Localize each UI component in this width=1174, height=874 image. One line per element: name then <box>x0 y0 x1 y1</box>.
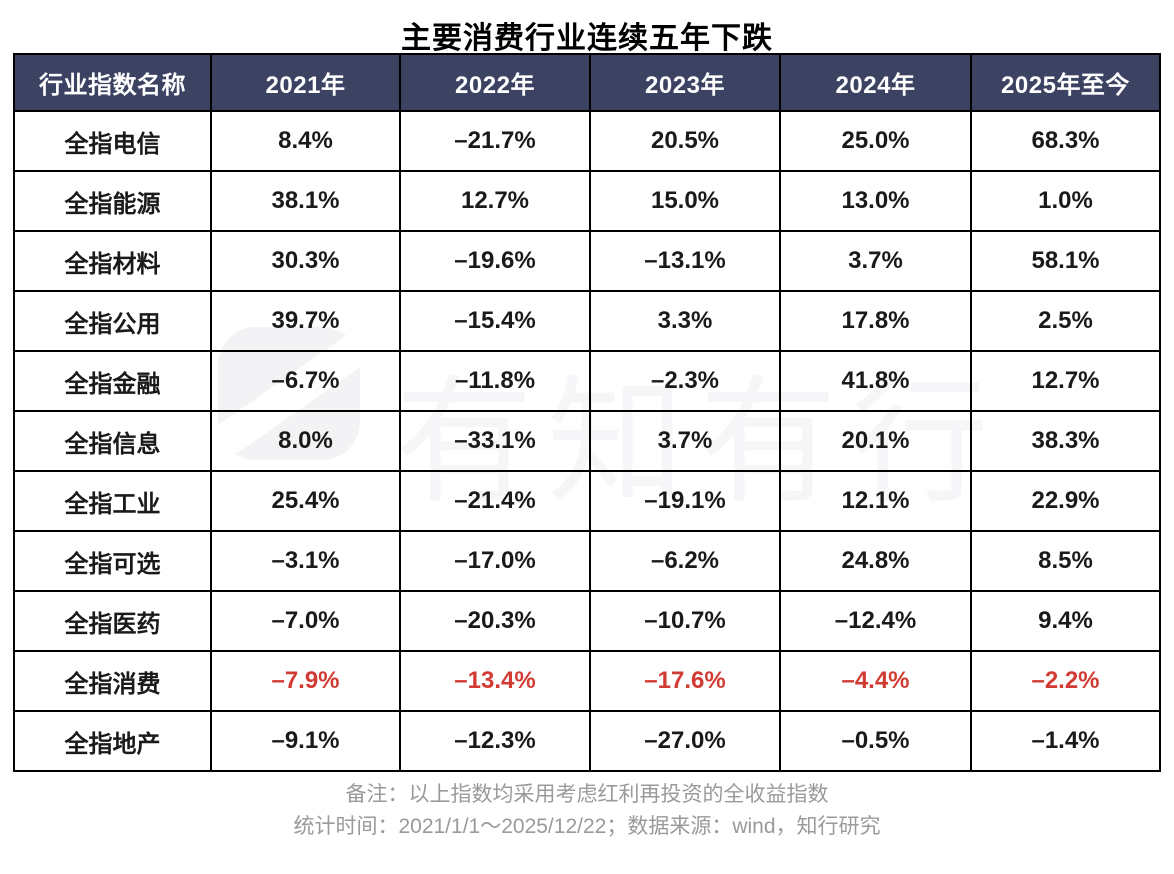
industry-name-cell: 全指信息 <box>13 410 212 472</box>
table-row: 全指可选 –3.1% –17.0% –6.2% 24.8% 8.5% <box>13 530 1161 592</box>
return-value-cell: –7.0% <box>210 590 401 652</box>
table-row: 全指电信 8.4% –21.7% 20.5% 25.0% 68.3% <box>13 110 1161 172</box>
footnotes: 备注：以上指数均采用考虑红利再投资的全收益指数 统计时间：2021/1/1～20… <box>0 779 1174 843</box>
return-value-cell: –33.1% <box>399 410 591 472</box>
table-row: 全指地产 –9.1% –12.3% –27.0% –0.5% –1.4% <box>13 710 1161 772</box>
return-value-cell: 8.4% <box>210 110 401 172</box>
col-header-2025ytd: 2025年至今 <box>970 53 1161 112</box>
return-value-cell: 3.7% <box>779 230 972 292</box>
table-row: 全指材料 30.3% –19.6% –13.1% 3.7% 58.1% <box>13 230 1161 292</box>
return-value-cell: –13.4% <box>399 650 591 712</box>
return-value-cell: –11.8% <box>399 350 591 412</box>
industry-name-cell: 全指电信 <box>13 110 212 172</box>
return-value-cell: –27.0% <box>589 710 781 772</box>
return-value-cell: 3.7% <box>589 410 781 472</box>
table-header: 行业指数名称 2021年 2022年 2023年 2024年 2025年至今 <box>13 53 1161 112</box>
return-value-cell: –17.6% <box>589 650 781 712</box>
col-header-2021: 2021年 <box>210 53 401 112</box>
page-title: 主要消费行业连续五年下跌 <box>401 22 773 55</box>
return-value-cell: 24.8% <box>779 530 972 592</box>
return-value-cell: –19.1% <box>589 470 781 532</box>
return-value-cell: 58.1% <box>970 230 1161 292</box>
return-value-cell: 2.5% <box>970 290 1161 352</box>
return-value-cell: –6.2% <box>589 530 781 592</box>
table-row: 全指医药 –7.0% –20.3% –10.7% –12.4% 9.4% <box>13 590 1161 652</box>
table-row: 全指能源 38.1% 12.7% 15.0% 13.0% 1.0% <box>13 170 1161 232</box>
return-value-cell: 20.1% <box>779 410 972 472</box>
return-value-cell: 17.8% <box>779 290 972 352</box>
footnote-period-source: 统计时间：2021/1/1～2025/12/22；数据来源：wind，知行研究 <box>293 815 881 838</box>
return-value-cell: –7.9% <box>210 650 401 712</box>
return-value-cell: 12.7% <box>399 170 591 232</box>
table-body: 全指电信 8.4% –21.7% 20.5% 25.0% 68.3% 全指能源 38.1% 12… <box>13 110 1161 772</box>
return-value-cell: –2.2% <box>970 650 1161 712</box>
footnote-methodology: 备注：以上指数均采用考虑红利再投资的全收益指数 <box>345 783 829 806</box>
table-row: 全指工业 25.4% –21.4% –19.1% 12.1% 22.9% <box>13 470 1161 532</box>
return-value-cell: 13.0% <box>779 170 972 232</box>
industry-name-cell: 全指公用 <box>13 290 212 352</box>
industry-name-cell: 全指消费 <box>13 650 212 712</box>
return-value-cell: 68.3% <box>970 110 1161 172</box>
header-row: 行业指数名称 2021年 2022年 2023年 2024年 2025年至今 <box>13 53 1161 112</box>
return-value-cell: 12.7% <box>970 350 1161 412</box>
industry-name-cell: 全指工业 <box>13 470 212 532</box>
return-value-cell: 15.0% <box>589 170 781 232</box>
col-header-2022: 2022年 <box>399 53 591 112</box>
return-value-cell: 39.7% <box>210 290 401 352</box>
return-value-cell: –0.5% <box>779 710 972 772</box>
return-value-cell: –17.0% <box>399 530 591 592</box>
col-header-industry-name: 行业指数名称 <box>13 53 212 112</box>
return-value-cell: –21.7% <box>399 110 591 172</box>
return-value-cell: 22.9% <box>970 470 1161 532</box>
return-value-cell: –19.6% <box>399 230 591 292</box>
return-value-cell: –3.1% <box>210 530 401 592</box>
col-header-2023: 2023年 <box>589 53 781 112</box>
industry-name-cell: 全指能源 <box>13 170 212 232</box>
table-row: 全指消费 –7.9% –13.4% –17.6% –4.4% –2.2% <box>13 650 1161 712</box>
return-value-cell: 1.0% <box>970 170 1161 232</box>
return-value-cell: 25.0% <box>779 110 972 172</box>
return-value-cell: –12.4% <box>779 590 972 652</box>
return-value-cell: –6.7% <box>210 350 401 412</box>
return-value-cell: 8.5% <box>970 530 1161 592</box>
table-row: 全指金融 –6.7% –11.8% –2.3% 41.8% 12.7% <box>13 350 1161 412</box>
industry-name-cell: 全指金融 <box>13 350 212 412</box>
return-value-cell: 9.4% <box>970 590 1161 652</box>
return-value-cell: –2.3% <box>589 350 781 412</box>
table-row: 全指信息 8.0% –33.1% 3.7% 20.1% 38.3% <box>13 410 1161 472</box>
return-value-cell: 25.4% <box>210 470 401 532</box>
return-value-cell: –4.4% <box>779 650 972 712</box>
industry-index-table: 行业指数名称 2021年 2022年 2023年 2024年 2025年至今 全… <box>13 53 1161 772</box>
industry-name-cell: 全指地产 <box>13 710 212 772</box>
col-header-2024: 2024年 <box>779 53 972 112</box>
return-value-cell: 8.0% <box>210 410 401 472</box>
return-value-cell: –15.4% <box>399 290 591 352</box>
return-value-cell: –13.1% <box>589 230 781 292</box>
industry-name-cell: 全指医药 <box>13 590 212 652</box>
return-value-cell: –9.1% <box>210 710 401 772</box>
return-value-cell: 3.3% <box>589 290 781 352</box>
return-value-cell: –12.3% <box>399 710 591 772</box>
return-value-cell: –10.7% <box>589 590 781 652</box>
return-value-cell: –1.4% <box>970 710 1161 772</box>
return-value-cell: –21.4% <box>399 470 591 532</box>
return-value-cell: 38.3% <box>970 410 1161 472</box>
return-value-cell: 20.5% <box>589 110 781 172</box>
return-value-cell: 30.3% <box>210 230 401 292</box>
industry-name-cell: 全指材料 <box>13 230 212 292</box>
table-row: 全指公用 39.7% –15.4% 3.3% 17.8% 2.5% <box>13 290 1161 352</box>
industry-name-cell: 全指可选 <box>13 530 212 592</box>
return-value-cell: 41.8% <box>779 350 972 412</box>
return-value-cell: 12.1% <box>779 470 972 532</box>
return-value-cell: 38.1% <box>210 170 401 232</box>
return-value-cell: –20.3% <box>399 590 591 652</box>
